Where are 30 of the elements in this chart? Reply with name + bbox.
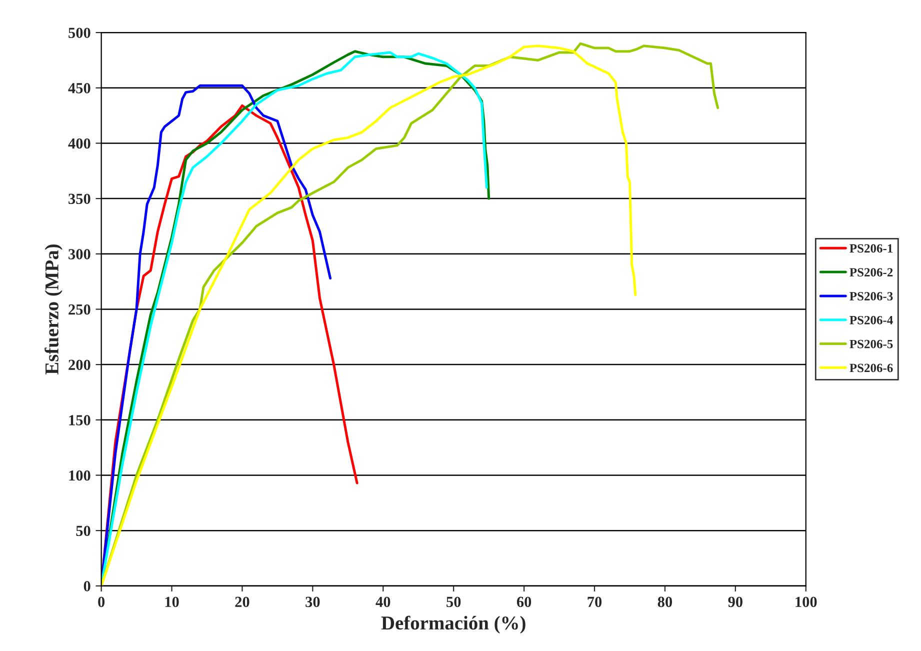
legend-label: PS206-4 (850, 316, 893, 324)
legend-label: PS206-2 (850, 268, 893, 277)
y-tick-label: 400 (68, 138, 90, 149)
x-tick-label: 70 (588, 596, 602, 608)
legend-label: PS206-5 (850, 340, 893, 348)
x-tick-label: 40 (376, 596, 390, 608)
x-tick-label: 60 (516, 596, 532, 608)
y-tick-label: 300 (68, 249, 90, 260)
y-tick-label: 150 (69, 415, 90, 426)
x-tick-label: 80 (658, 596, 672, 608)
y-tick-label: 50 (76, 526, 90, 536)
x-axis-title: Deformación (%) (381, 616, 526, 634)
y-tick-label: 100 (69, 470, 90, 481)
x-tick-label: 50 (446, 596, 461, 608)
y-tick-label: 500 (68, 28, 90, 38)
x-tick-label: 20 (235, 596, 250, 608)
legend-label: PS206-1 (850, 244, 892, 253)
x-tick-label: 90 (728, 596, 742, 608)
y-tick-label: 0 (84, 581, 90, 592)
y-tick-label: 200 (68, 360, 90, 370)
legend-label: PS206-3 (850, 292, 893, 300)
x-tick-label: 10 (165, 596, 179, 608)
y-tick-label: 250 (68, 304, 90, 315)
y-tick-label: 350 (68, 194, 90, 204)
x-tick-label: 100 (796, 596, 817, 608)
legend-label: PS206-6 (850, 364, 893, 372)
x-tick-label: 30 (306, 596, 320, 608)
y-tick-label: 450 (68, 83, 90, 94)
x-tick-label: 0 (98, 596, 105, 608)
y-axis-title: Esfuerzo (MPa) (44, 244, 62, 374)
